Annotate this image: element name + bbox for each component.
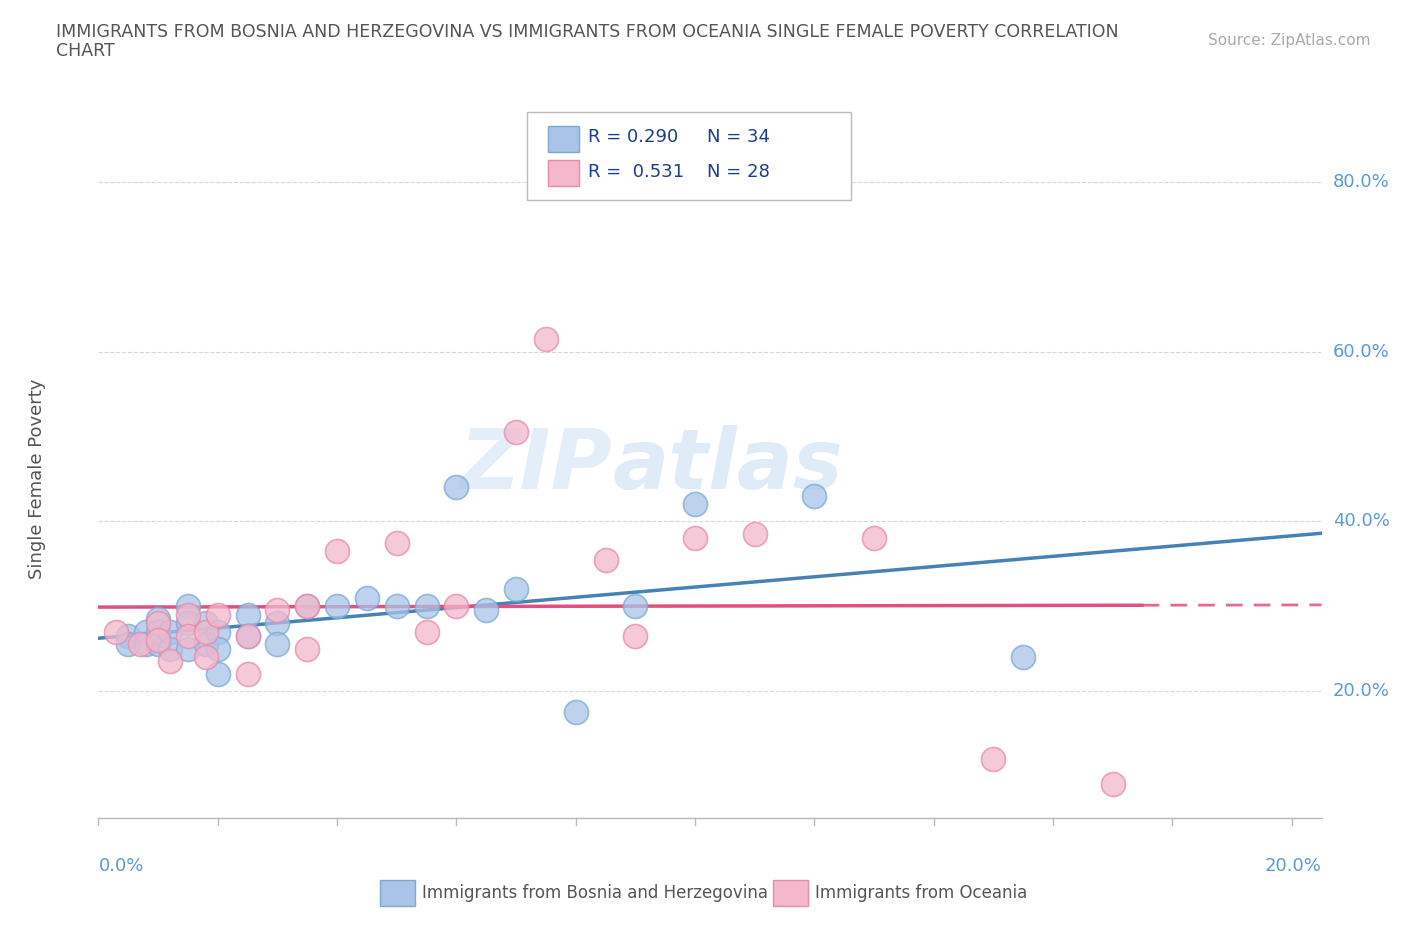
Point bbox=[207, 667, 229, 682]
Point bbox=[207, 607, 229, 622]
Point bbox=[595, 552, 617, 567]
Point bbox=[297, 642, 319, 657]
Point bbox=[194, 637, 217, 652]
Text: 80.0%: 80.0% bbox=[1333, 173, 1389, 191]
Text: R = 0.290: R = 0.290 bbox=[588, 127, 678, 146]
Point bbox=[863, 531, 886, 546]
Text: N = 28: N = 28 bbox=[707, 163, 770, 181]
Point bbox=[177, 599, 200, 614]
Text: 20.0%: 20.0% bbox=[1333, 682, 1389, 700]
Point bbox=[194, 650, 217, 665]
Point bbox=[266, 637, 288, 652]
Point bbox=[446, 480, 468, 495]
Point bbox=[385, 599, 408, 614]
Point bbox=[446, 599, 468, 614]
Point bbox=[565, 705, 588, 720]
Point bbox=[624, 599, 647, 614]
Point bbox=[146, 616, 169, 631]
Text: Source: ZipAtlas.com: Source: ZipAtlas.com bbox=[1208, 33, 1371, 47]
Point bbox=[105, 624, 128, 639]
Point bbox=[683, 531, 706, 546]
Point bbox=[159, 624, 181, 639]
Text: 0.0%: 0.0% bbox=[98, 857, 143, 875]
Point bbox=[207, 642, 229, 657]
Point bbox=[177, 629, 200, 644]
Text: IMMIGRANTS FROM BOSNIA AND HERZEGOVINA VS IMMIGRANTS FROM OCEANIA SINGLE FEMALE : IMMIGRANTS FROM BOSNIA AND HERZEGOVINA V… bbox=[56, 23, 1119, 41]
Point bbox=[177, 642, 200, 657]
Point bbox=[803, 488, 825, 503]
Point bbox=[505, 425, 527, 440]
Point bbox=[744, 526, 766, 541]
Point bbox=[415, 624, 437, 639]
Point bbox=[297, 599, 319, 614]
Point bbox=[1012, 650, 1035, 665]
Text: Immigrants from Bosnia and Herzegovina: Immigrants from Bosnia and Herzegovina bbox=[422, 884, 768, 902]
Text: Single Female Poverty: Single Female Poverty bbox=[28, 379, 46, 579]
Point bbox=[297, 599, 319, 614]
Point bbox=[236, 667, 259, 682]
Point bbox=[624, 629, 647, 644]
Point bbox=[207, 624, 229, 639]
Point bbox=[135, 624, 157, 639]
Point bbox=[385, 535, 408, 550]
Point bbox=[683, 497, 706, 512]
Point bbox=[1101, 777, 1123, 792]
Point bbox=[177, 607, 200, 622]
Point bbox=[475, 603, 498, 618]
Point bbox=[326, 544, 349, 559]
Text: N = 34: N = 34 bbox=[707, 127, 770, 146]
Point bbox=[129, 637, 152, 652]
Point bbox=[505, 582, 527, 597]
Point bbox=[983, 751, 1005, 766]
Point bbox=[146, 624, 169, 639]
Point bbox=[177, 616, 200, 631]
Point bbox=[146, 632, 169, 647]
Point bbox=[146, 637, 169, 652]
Point bbox=[236, 607, 259, 622]
Text: 60.0%: 60.0% bbox=[1333, 342, 1389, 361]
Text: Immigrants from Oceania: Immigrants from Oceania bbox=[815, 884, 1028, 902]
Text: 40.0%: 40.0% bbox=[1333, 512, 1389, 530]
Point bbox=[159, 642, 181, 657]
Point bbox=[415, 599, 437, 614]
Text: 20.0%: 20.0% bbox=[1265, 857, 1322, 875]
Text: atlas: atlas bbox=[612, 425, 842, 506]
Point bbox=[236, 629, 259, 644]
Point bbox=[534, 331, 557, 346]
Text: ZIP: ZIP bbox=[460, 425, 612, 506]
Text: CHART: CHART bbox=[56, 42, 115, 60]
Point bbox=[135, 637, 157, 652]
Point bbox=[117, 629, 139, 644]
Text: R =  0.531: R = 0.531 bbox=[588, 163, 683, 181]
Point bbox=[236, 629, 259, 644]
Point bbox=[117, 637, 139, 652]
Point bbox=[356, 591, 378, 605]
Point bbox=[159, 654, 181, 669]
Point bbox=[194, 624, 217, 639]
Point bbox=[194, 616, 217, 631]
Point bbox=[326, 599, 349, 614]
Point bbox=[266, 603, 288, 618]
Point bbox=[146, 612, 169, 627]
Point bbox=[266, 616, 288, 631]
